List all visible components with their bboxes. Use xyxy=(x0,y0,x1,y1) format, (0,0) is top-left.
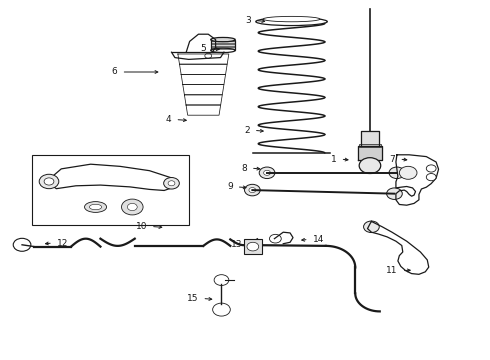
Bar xyxy=(359,144,381,147)
Ellipse shape xyxy=(211,37,235,42)
Text: 14: 14 xyxy=(313,235,324,244)
Circle shape xyxy=(259,167,275,179)
Text: 13: 13 xyxy=(231,240,243,249)
Text: 6: 6 xyxy=(112,68,118,77)
Circle shape xyxy=(264,170,270,175)
Circle shape xyxy=(399,166,417,179)
Circle shape xyxy=(364,221,379,233)
Circle shape xyxy=(164,177,179,189)
Bar xyxy=(211,40,235,50)
Circle shape xyxy=(270,234,281,243)
Ellipse shape xyxy=(89,204,102,210)
Ellipse shape xyxy=(256,18,327,26)
Text: 3: 3 xyxy=(245,16,251,25)
Text: 8: 8 xyxy=(241,163,247,172)
Circle shape xyxy=(426,165,436,172)
Text: 11: 11 xyxy=(387,266,398,275)
Circle shape xyxy=(213,303,230,316)
Circle shape xyxy=(387,188,402,199)
Circle shape xyxy=(127,203,137,211)
Text: 4: 4 xyxy=(166,115,172,124)
Circle shape xyxy=(214,275,229,285)
Circle shape xyxy=(122,199,143,215)
Text: 1: 1 xyxy=(331,154,337,163)
Circle shape xyxy=(44,178,54,185)
Text: 9: 9 xyxy=(227,182,233,192)
Text: 10: 10 xyxy=(136,222,147,231)
Ellipse shape xyxy=(84,202,107,212)
Circle shape xyxy=(389,167,405,179)
Circle shape xyxy=(168,181,175,186)
Ellipse shape xyxy=(211,48,235,53)
Ellipse shape xyxy=(263,16,320,22)
Text: 2: 2 xyxy=(245,126,250,135)
Circle shape xyxy=(39,174,59,189)
Circle shape xyxy=(249,188,256,193)
Text: 7: 7 xyxy=(390,154,395,163)
Circle shape xyxy=(426,174,436,181)
Circle shape xyxy=(205,53,212,58)
Text: 15: 15 xyxy=(187,294,198,303)
Circle shape xyxy=(247,242,259,251)
Circle shape xyxy=(359,158,381,174)
Circle shape xyxy=(13,238,31,251)
Text: 12: 12 xyxy=(57,238,68,248)
Bar xyxy=(244,239,262,254)
Circle shape xyxy=(245,184,260,196)
Text: 5: 5 xyxy=(200,44,206,53)
Bar xyxy=(32,155,189,225)
